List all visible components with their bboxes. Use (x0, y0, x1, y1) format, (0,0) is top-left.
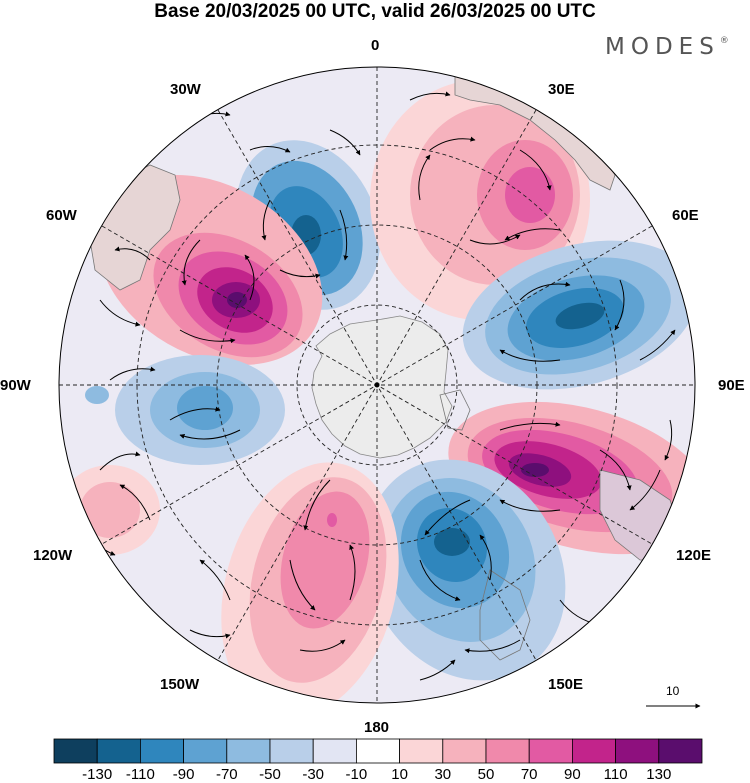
colorbar-swatch (572, 738, 617, 764)
colorbar-swatch (485, 738, 530, 764)
lon-label-150w: 150W (160, 676, 200, 693)
colorbar-swatch (53, 738, 98, 764)
colorbar-tick-label: 50 (477, 766, 495, 783)
lon-label-60w: 60W (46, 207, 77, 224)
colorbar-swatch (139, 738, 184, 764)
lon-label-120e: 120E (676, 547, 712, 564)
colorbar-swatch (355, 738, 400, 764)
colorbar-tick-label: -110 (125, 766, 155, 783)
colorbar (53, 738, 703, 764)
colorbar-tick-label: 70 (520, 766, 538, 783)
colorbar-swatch (226, 738, 271, 764)
lon-label-0: 0 (371, 37, 380, 54)
lon-label-30w: 30W (170, 81, 201, 98)
colorbar-tick-label: -90 (172, 766, 195, 783)
anomaly-field (59, 67, 695, 703)
reference-vector-label: 10 (666, 684, 680, 698)
colorbar-swatch (399, 738, 444, 764)
lon-label-30e: 30E (548, 81, 575, 98)
colorbar-swatch (269, 738, 314, 764)
colorbar-swatch (442, 738, 487, 764)
colorbar-swatch (615, 738, 660, 764)
colorbar-swatch (96, 738, 141, 764)
negative-anomaly-90w (85, 355, 285, 465)
colorbar-tick-label: -130 (82, 766, 113, 783)
lon-label-180: 180 (364, 719, 390, 736)
registered-mark: ® (719, 36, 729, 46)
colorbar-swatch (312, 738, 357, 764)
lon-label-90w: 90W (0, 377, 31, 394)
colorbar-swatch (183, 738, 228, 764)
lon-label-60e: 60E (672, 207, 699, 224)
colorbar-tick-label: 110 (603, 766, 628, 783)
negative-anomaly-150e (364, 459, 566, 681)
brand-name: MODES (605, 34, 720, 60)
antarctica-landmass (311, 315, 453, 459)
negative-anomaly-65e (462, 240, 695, 390)
wind-vectors (79, 91, 676, 681)
colorbar-swatch (658, 738, 703, 764)
lon-label-90e: 90E (718, 377, 745, 394)
lon-label-120w: 120W (33, 547, 73, 564)
colorbar-tick-label: 90 (564, 766, 581, 783)
colorbar-tick-label: -10 (345, 766, 368, 783)
map-boundary (58, 66, 696, 704)
colorbar-tick-label: -30 (302, 766, 325, 783)
modes-logo: MODES® (605, 34, 729, 60)
south-pole-marker (374, 382, 380, 388)
map-title: Base 20/03/2025 00 UTC, valid 26/03/2025… (154, 1, 596, 22)
colorbar-tick-label: 10 (391, 766, 408, 783)
colorbar-swatch (528, 738, 573, 764)
colorbar-tick-label: -50 (259, 766, 281, 783)
colorbar-tick-label: 130 (646, 766, 672, 783)
lon-label-150e: 150E (548, 676, 584, 693)
colorbar-tick-label: -70 (215, 766, 238, 783)
colorbar-tick-label: 30 (434, 766, 452, 783)
